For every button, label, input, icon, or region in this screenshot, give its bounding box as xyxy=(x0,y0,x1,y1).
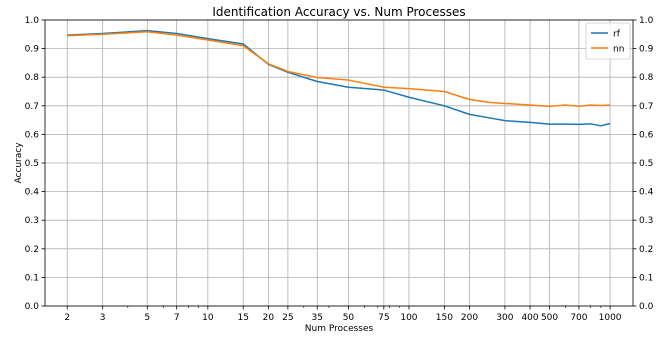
y-tick-label-left: 0.3 xyxy=(25,216,39,226)
x-tick-label: 3 xyxy=(100,313,106,323)
x-tick-label: 50 xyxy=(343,313,355,323)
y-tick-label-left: 0.2 xyxy=(25,245,39,255)
y-tick-label-left: 0.5 xyxy=(25,159,39,169)
x-tick-label: 1000 xyxy=(599,313,622,323)
x-tick-label: 100 xyxy=(400,313,417,323)
x-tick-label: 500 xyxy=(541,313,558,323)
x-tick-label: 2 xyxy=(64,313,70,323)
y-tick-label-right: 0.0 xyxy=(639,302,654,312)
y-tick-label-right: 0.6 xyxy=(639,130,654,140)
y-tick-label-left: 0.6 xyxy=(25,130,40,140)
x-tick-label: 400 xyxy=(521,313,538,323)
y-tick-label-left: 0.4 xyxy=(25,188,40,198)
legend-label-nn: nn xyxy=(613,45,624,55)
legend-label-rf: rf xyxy=(613,30,621,40)
legend-box xyxy=(585,22,631,60)
series-lines xyxy=(67,29,611,127)
x-tick-label: 7 xyxy=(174,313,180,323)
y-axis-label: Accuracy xyxy=(14,142,24,184)
grid xyxy=(45,19,633,307)
y-tick-label-right: 0.3 xyxy=(639,216,653,226)
y-tick-label-left: 0.0 xyxy=(25,302,40,312)
x-axis-label: Num Processes xyxy=(305,324,374,334)
y-tick-label-left: 0.9 xyxy=(25,45,40,55)
x-tick-label: 700 xyxy=(570,313,587,323)
y-tick-label-right: 0.7 xyxy=(639,102,653,112)
chart-title: Identification Accuracy vs. Num Processe… xyxy=(212,5,465,19)
series-line-nn xyxy=(67,30,611,108)
x-tick-label: 25 xyxy=(282,313,293,323)
series-line-rf xyxy=(67,29,611,127)
y-tick-label-left: 0.8 xyxy=(25,73,40,83)
x-tick-label: 300 xyxy=(496,313,513,323)
y-tick-label-left: 0.1 xyxy=(25,273,39,283)
x-tick-label: 150 xyxy=(436,313,453,323)
y-tick-label-right: 0.4 xyxy=(639,188,654,198)
y-tick-label-left: 1.0 xyxy=(25,16,40,26)
y-tick-label-right: 0.2 xyxy=(639,245,653,255)
x-tick-label: 5 xyxy=(144,313,150,323)
y-tick-label-right: 0.1 xyxy=(639,273,653,283)
x-tick-label: 10 xyxy=(202,313,214,323)
legend: rf nn xyxy=(585,22,631,60)
x-tick-label: 15 xyxy=(238,313,249,323)
x-tick-label: 35 xyxy=(312,313,323,323)
axis-ticks: 0.0 0.0 0.1 0.1 0.2 0.2 0.3 0.3 0.4 0.4 0.5 0.5 0.6 0… xyxy=(25,16,654,323)
y-tick-label-left: 0.7 xyxy=(25,102,39,112)
x-tick-label: 200 xyxy=(461,313,478,323)
x-tick-label: 75 xyxy=(378,313,389,323)
y-tick-label-right: 0.9 xyxy=(639,45,654,55)
y-tick-label-right: 1.0 xyxy=(639,16,654,26)
y-tick-label-right: 0.8 xyxy=(639,73,654,83)
x-tick-label: 20 xyxy=(263,313,275,323)
y-tick-label-right: 0.5 xyxy=(639,159,653,169)
